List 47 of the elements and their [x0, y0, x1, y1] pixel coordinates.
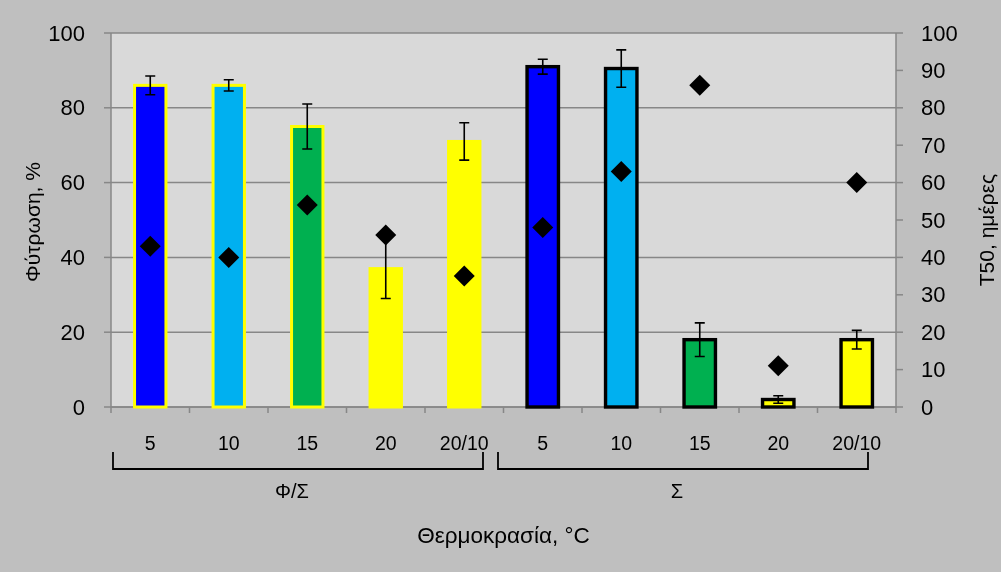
text: Σ [670, 480, 684, 502]
y2-tick-label: 90 [921, 57, 946, 83]
y2-tick-label: 60 [921, 170, 946, 196]
x-tick-label: 15 [688, 432, 711, 454]
point [610, 160, 632, 182]
y2-tick-label: 70 [921, 132, 946, 158]
y2-tick-label: 20 [921, 319, 946, 345]
bar [133, 83, 168, 409]
point [139, 235, 161, 257]
point [689, 74, 711, 96]
bar [211, 83, 246, 409]
point [296, 194, 318, 216]
y2-tick-label: 10 [921, 357, 946, 383]
x-tick-label: 10 [610, 432, 633, 454]
x-tick-label: 20/10 [832, 432, 882, 454]
x-tick-label: 20/10 [439, 432, 489, 454]
bar [368, 267, 403, 409]
y-tick-label: 100 [48, 20, 85, 46]
y2-tick-label: 40 [921, 244, 946, 270]
x-tick-label: 15 [296, 432, 319, 454]
y2-tick-label: 50 [921, 207, 946, 233]
y-tick-label: 20 [60, 319, 85, 345]
y-tick-label: 80 [60, 95, 85, 121]
y2-tick-label: 100 [921, 20, 958, 46]
text: Φ/Σ [275, 480, 309, 502]
x-tick-label: 20 [767, 432, 790, 454]
y-axis-title: Φύτρωση, % [20, 162, 44, 282]
point [453, 265, 475, 287]
y-tick-label: 40 [60, 244, 85, 270]
x-tick-label: 10 [217, 432, 240, 454]
y2-tick-label: 80 [921, 95, 946, 121]
y-tick-label: 60 [60, 170, 85, 196]
point [846, 172, 868, 194]
point [375, 224, 397, 246]
point [532, 216, 554, 238]
y2-tick-label: 30 [921, 282, 946, 308]
y-tick-label: 0 [72, 394, 85, 420]
y2-axis-title: T50, ημέρες [974, 173, 998, 287]
y2-tick-label: 0 [921, 394, 934, 420]
x-tick-label: 20 [374, 432, 397, 454]
x-axis-title: Θερμοκρασία, °C [417, 522, 590, 548]
bar [447, 139, 482, 409]
bar [290, 125, 325, 409]
point [767, 355, 789, 377]
x-tick-label: 5 [144, 432, 156, 454]
point [218, 246, 240, 268]
x-tick-label: 5 [537, 432, 549, 454]
